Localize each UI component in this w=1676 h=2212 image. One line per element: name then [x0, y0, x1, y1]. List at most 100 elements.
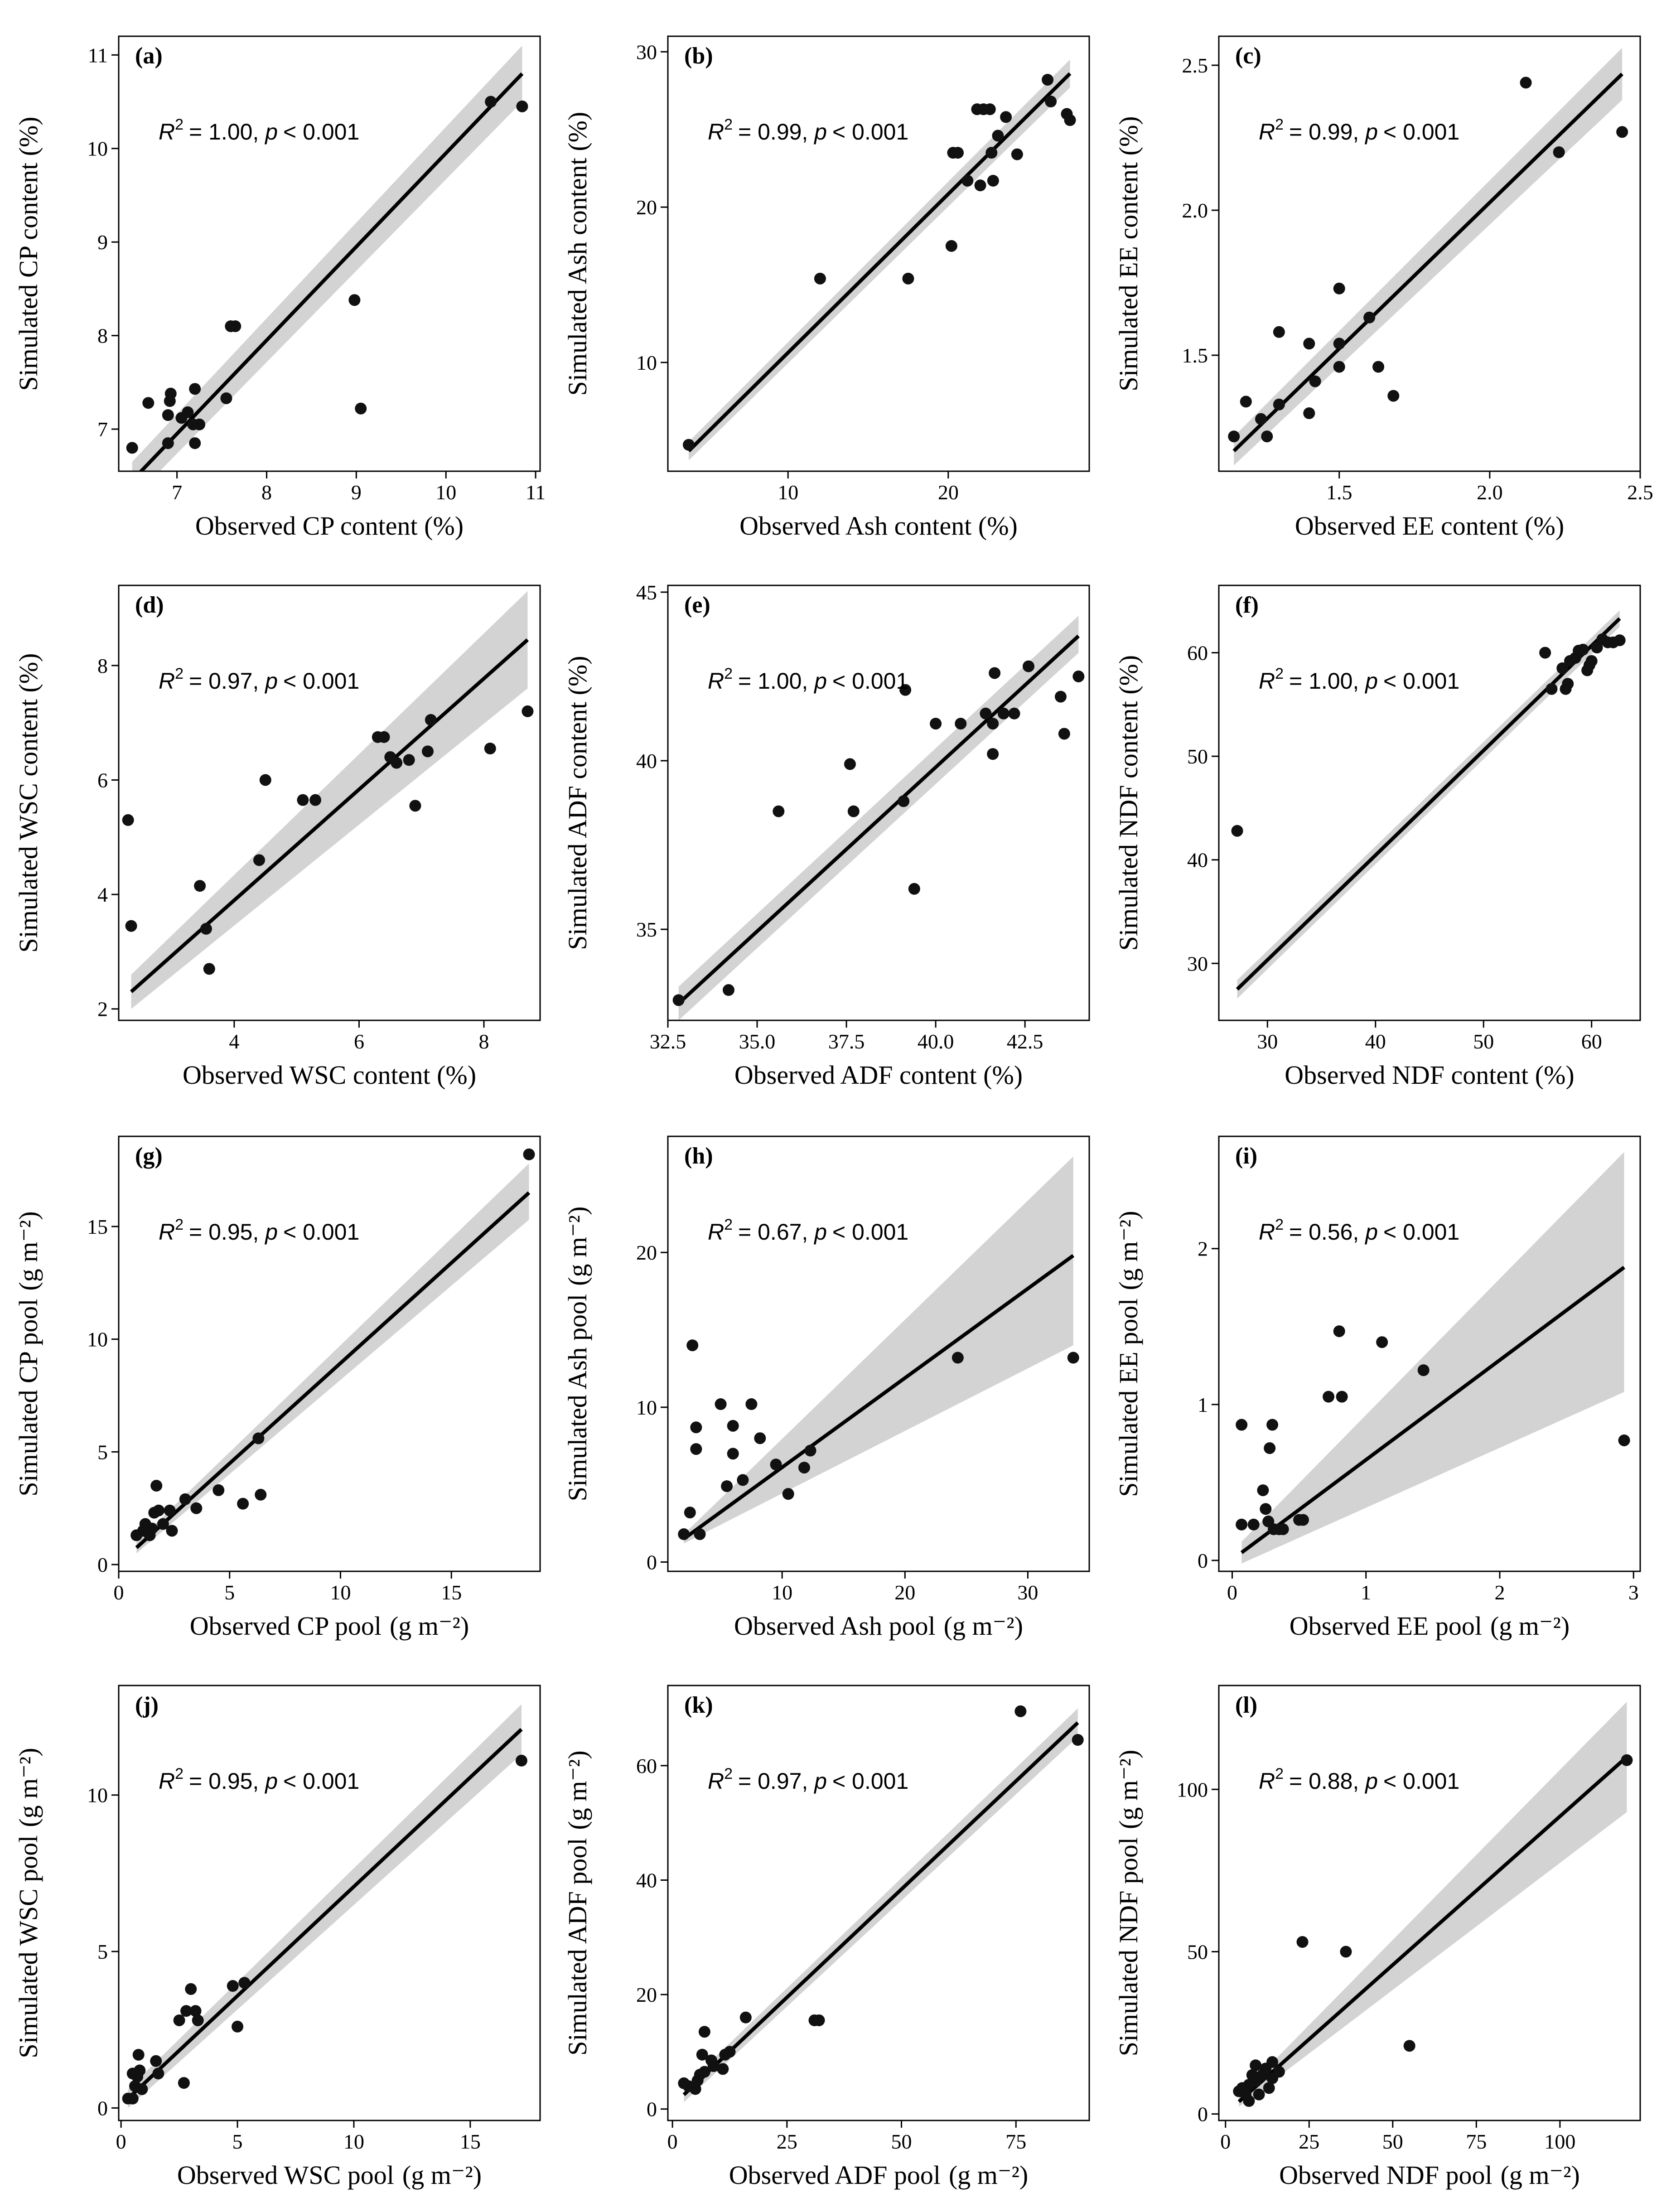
data-point — [952, 147, 964, 159]
regression-line — [126, 1728, 523, 2100]
stats-annotation: R2 = 0.99, p < 0.001 — [708, 116, 908, 145]
plot-frame — [118, 1135, 541, 1572]
y-axis-title: Simulated Ash pool (g m⁻²) — [563, 1207, 592, 1502]
y-tick-label: 35 — [636, 918, 657, 941]
x-tick-label: 10 — [343, 2130, 364, 2153]
y-axis-title: Simulated EE content (%) — [1114, 116, 1143, 391]
y-tick-label: 5 — [97, 1440, 108, 1463]
r2-value: = 1.00, — [189, 119, 265, 145]
panel-label: (i) — [1235, 1143, 1257, 1169]
data-point — [737, 1474, 749, 1486]
data-point — [980, 707, 992, 720]
x-axis-title: Observed WSC content (%) — [183, 1060, 476, 1090]
data-point — [952, 1352, 964, 1364]
x-tick-label: 1 — [1361, 1581, 1371, 1604]
data-point — [1273, 398, 1285, 411]
data-point — [253, 854, 265, 866]
plot-frame — [1218, 1135, 1641, 1572]
data-point — [229, 320, 241, 332]
x-axis-title: Observed ADF content (%) — [734, 1060, 1023, 1090]
p-value: < 0.001 — [283, 668, 359, 694]
y-tick-label: 10 — [636, 351, 657, 374]
data-point — [992, 130, 1004, 142]
y-tick-label: 10 — [636, 1396, 657, 1419]
p-value: < 0.001 — [832, 119, 908, 145]
panel-a: 7 8 9 10 11 7 8 9 10 11 Observed CP content (%) Sim… — [14, 35, 546, 541]
data-point — [672, 994, 685, 1006]
x-tick-label: 0 — [667, 2130, 678, 2153]
data-point — [814, 272, 826, 285]
data-point — [1303, 407, 1315, 419]
y-axis-title-text: Simulated EE content (%) — [1114, 116, 1143, 391]
stats-annotation: R2 = 0.97, p < 0.001 — [708, 1765, 908, 1794]
data-point — [1058, 728, 1070, 740]
data-point — [425, 714, 437, 726]
data-point — [985, 147, 998, 159]
data-point — [164, 1504, 176, 1517]
data-point — [987, 748, 999, 760]
y-tick-label: 40 — [636, 749, 657, 773]
data-point — [898, 795, 910, 807]
y-axis-title: Simulated CP content (%) — [14, 116, 43, 391]
data-point — [136, 2083, 148, 2095]
data-point — [844, 758, 856, 770]
y-axis-title-text: Simulated NDF content (%) — [1114, 655, 1143, 951]
x-tick-label: 0 — [116, 2130, 126, 2153]
x-tick-label: 11 — [526, 481, 546, 504]
x-axis-title: Observed Ash pool (g m⁻²) — [734, 1611, 1023, 1641]
data-point — [1008, 707, 1020, 720]
data-point — [1257, 1484, 1269, 1497]
x-tick-label: 25 — [1299, 2130, 1319, 2153]
y-axis-title: Simulated EE pool (g m⁻²) — [1114, 1211, 1143, 1497]
panel-c: 1.5 2.0 2.5 1.5 2.0 2.5 Observed EE content (%… — [1114, 35, 1653, 541]
data-point — [193, 418, 206, 430]
data-point — [945, 240, 957, 252]
y-tick-label: 60 — [636, 1754, 657, 1777]
data-point — [1014, 1705, 1027, 1717]
data-point — [1264, 1442, 1276, 1454]
y-axis-title: Simulated ADF pool (g m⁻²) — [563, 1750, 592, 2055]
y-axis-unit: (g m⁻²) — [563, 1750, 592, 1830]
y-tick-label: 6 — [97, 768, 108, 792]
data-point — [987, 718, 999, 730]
x-axis-title-text: Observed CP content (%) — [195, 511, 464, 541]
y-axis-title-text: Simulated ADF pool — [563, 1838, 592, 2056]
plot-frame — [1218, 584, 1641, 1021]
x-axis-unit: (g m⁻²) — [390, 1611, 469, 1641]
r2-value: = 0.95, — [189, 1219, 265, 1245]
x-axis-title: Observed Ash content (%) — [739, 511, 1018, 541]
data-point — [1577, 643, 1589, 656]
data-point — [1236, 1419, 1248, 1431]
x-tick-label: 100 — [1544, 2130, 1575, 2153]
y-tick-label: 0 — [1198, 2103, 1208, 2126]
x-tick-label: 75 — [1466, 2130, 1487, 2153]
data-point — [955, 718, 967, 730]
data-point — [724, 2046, 736, 2058]
data-point — [908, 883, 920, 895]
data-point — [1273, 326, 1285, 338]
data-point — [722, 984, 734, 996]
data-point — [252, 1432, 265, 1444]
data-point — [974, 179, 986, 192]
data-point — [153, 1504, 165, 1517]
data-point — [899, 684, 912, 696]
data-point — [178, 2077, 190, 2089]
data-point — [1333, 282, 1345, 295]
x-tick-label: 35.0 — [739, 1030, 776, 1053]
data-point — [708, 2060, 720, 2072]
data-point — [213, 1484, 225, 1496]
data-point — [1260, 1503, 1272, 1515]
y-tick-label: 0 — [647, 1551, 657, 1574]
x-axis-title-text: Observed WSC content (%) — [183, 1060, 476, 1090]
data-point — [1263, 2082, 1275, 2094]
y-tick-label: 20 — [636, 196, 657, 219]
x-axis-title: Observed EE content (%) — [1295, 511, 1564, 541]
y-tick-label: 15 — [87, 1215, 108, 1238]
y-axis-title: Simulated NDF content (%) — [1114, 655, 1143, 951]
data-point — [182, 406, 194, 418]
y-tick-label: 30 — [1187, 952, 1208, 975]
y-tick-label: 2 — [97, 998, 108, 1021]
y-axis-title: Simulated Ash content (%) — [563, 112, 592, 396]
y-tick-label: 7 — [97, 418, 108, 441]
